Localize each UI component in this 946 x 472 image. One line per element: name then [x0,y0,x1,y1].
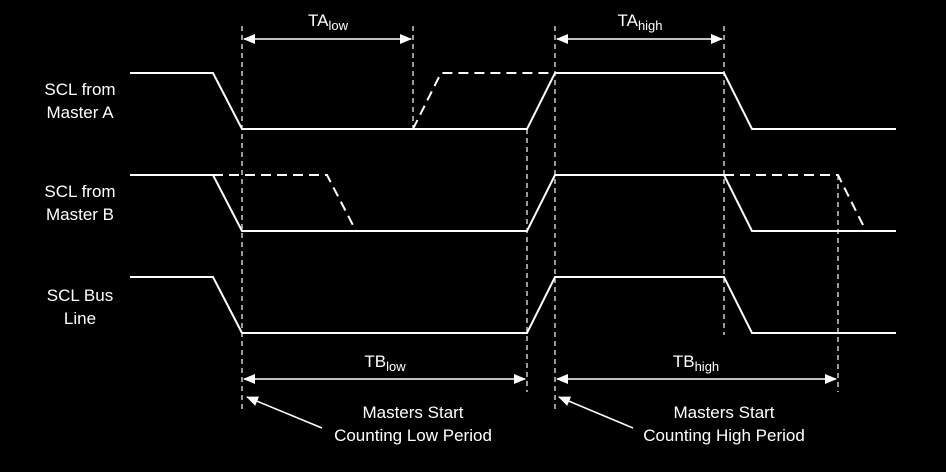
waveform-master-b [130,174,896,232]
label-ta-low: TAlow [278,9,378,32]
annotation-arrow-high [558,396,634,429]
label-master-a-line2: Master A [46,103,114,122]
waveform-master-b-dashed-high [724,174,896,232]
annotation-low-line2: Counting Low Period [334,426,492,445]
label-ta-high: TAhigh [590,9,690,32]
annotation-high-line1: Masters Start [673,403,775,422]
label-master-b-line1: SCL from [44,182,116,201]
waveform-master-a-dashed [412,72,555,130]
waveform-master-b-dashed-low [213,174,357,232]
label-tb-low-base: TB [364,352,387,371]
annotation-low-line1: Masters Start [362,403,464,422]
label-tb-high-sub: high [694,359,720,374]
label-master-b-line2: Master B [45,205,115,224]
label-ta-low-base: TA [308,11,329,30]
label-master-b: SCL from Master B [20,180,140,226]
label-master-a: SCL from Master A [20,78,140,124]
label-bus-line1: SCL Bus [46,286,114,305]
label-tb-low-sub: low [386,359,406,374]
label-master-a-line1: SCL from [44,80,116,99]
label-bus: SCL Bus Line [20,284,140,330]
waveform-master-a [130,72,896,130]
label-tb-high-base: TB [672,352,695,371]
annotation-low: Masters Start Counting Low Period [298,401,528,447]
label-tb-high: TBhigh [646,350,746,373]
label-tb-low: TBlow [335,350,435,373]
label-bus-line2: Line [63,309,97,328]
waveform-bus [130,276,896,334]
annotation-arrow-low [246,396,323,429]
label-ta-high-base: TA [617,11,638,30]
label-ta-low-sub: low [328,18,348,33]
annotation-high-line2: Counting High Period [643,426,805,445]
label-ta-high-sub: high [637,18,663,33]
annotation-high: Masters Start Counting High Period [609,401,839,447]
